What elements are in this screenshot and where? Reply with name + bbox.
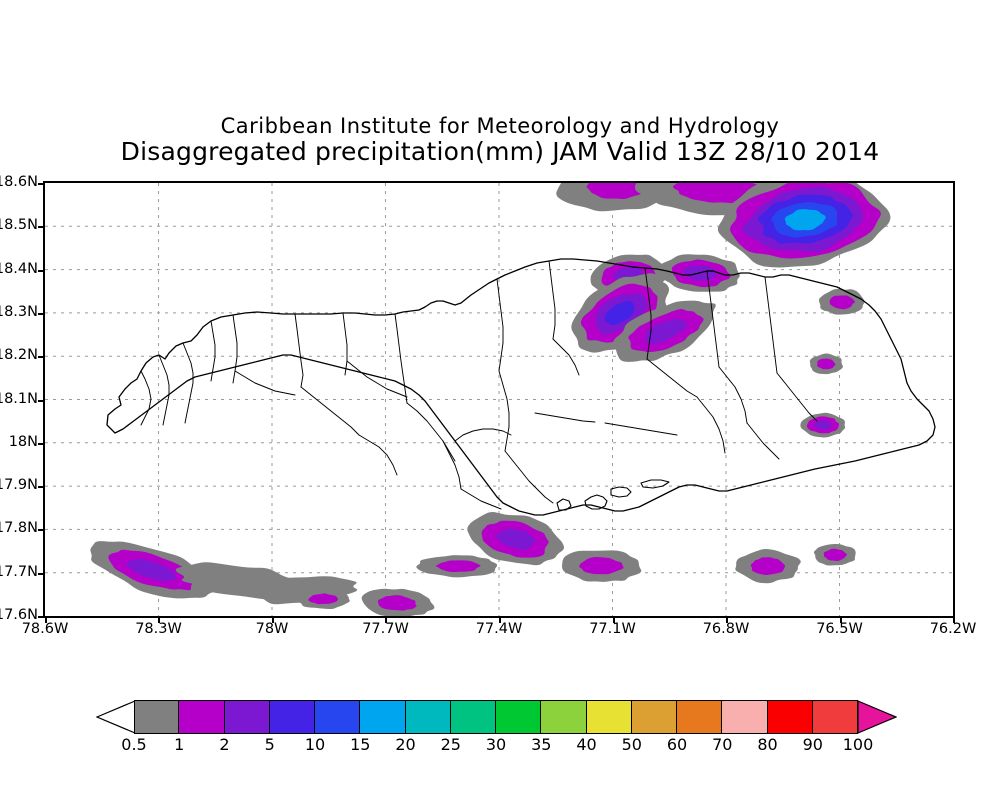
x-tick-mark <box>272 618 274 623</box>
colorbar-tick-label: 1 <box>174 735 185 754</box>
colorbar-cell[interactable] <box>360 700 406 734</box>
colorbar-cell[interactable] <box>450 700 496 734</box>
x-tick-mark <box>45 618 47 623</box>
x-tick-label: 76.5W <box>816 621 863 637</box>
y-tick-label: 17.6N <box>0 607 38 623</box>
y-tick-label: 18.4N <box>0 260 38 277</box>
colorbar-tick-label: 40 <box>576 735 597 754</box>
y-tick-label: 17.8N <box>0 520 38 537</box>
x-tick-mark <box>613 618 615 623</box>
colorbar-cell[interactable] <box>315 700 361 734</box>
x-tick-label: 77.4W <box>475 621 523 637</box>
x-tick-mark <box>499 618 501 623</box>
colorbar-cell[interactable] <box>179 700 225 734</box>
x-tick-label: 78.6W <box>21 621 69 637</box>
y-tick-label: 18.6N <box>0 174 38 190</box>
y-tick-mark <box>38 486 44 488</box>
colorbar-tick-label: 100 <box>842 735 874 754</box>
x-tick-mark <box>726 618 728 623</box>
colorbar-cell[interactable] <box>677 700 723 734</box>
y-tick-mark <box>38 270 44 272</box>
map-plot-area[interactable] <box>43 181 955 618</box>
colorbar-cell[interactable] <box>224 700 270 734</box>
colorbar-tick-label: 30 <box>485 735 507 754</box>
x-tick-label: 76.8W <box>702 621 750 637</box>
y-tick-label: 18.1N <box>0 390 38 407</box>
colorbar-tick-label: 60 <box>666 735 688 754</box>
colorbar-under-arrow-icon <box>96 700 136 734</box>
colorbar-tick-label: 2 <box>219 735 230 754</box>
colorbar-tick-label: 25 <box>440 735 461 754</box>
x-tick-mark <box>953 618 955 623</box>
x-tick-label: 78W <box>255 621 289 637</box>
colorbar-cell[interactable] <box>631 700 677 734</box>
figure-title-block: Caribbean Institute for Meteorology and … <box>0 114 1000 166</box>
colorbar-cell[interactable] <box>586 700 632 734</box>
x-tick-label: 77.7W <box>362 621 409 637</box>
colorbar-cell[interactable] <box>767 700 813 734</box>
colorbar-tick-label: 0.5 <box>121 735 147 754</box>
x-tick-label: 76.2W <box>929 621 977 637</box>
y-tick-mark <box>38 226 44 228</box>
y-tick-label: 18.3N <box>0 303 38 320</box>
y-tick-label: 17.9N <box>0 477 38 494</box>
x-tick-label: 77.1W <box>589 621 636 637</box>
colorbar-tick-label: 10 <box>304 735 326 754</box>
y-tick-mark <box>38 313 44 315</box>
colorbar-over-arrow-icon <box>857 700 897 734</box>
colorbar-tick-label: 80 <box>757 735 778 754</box>
y-tick-mark <box>38 183 44 185</box>
y-tick-mark <box>38 443 44 445</box>
colorbar-cell[interactable] <box>722 700 768 734</box>
map-svg <box>45 183 953 616</box>
y-tick-label: 18.2N <box>0 347 38 364</box>
colorbar-cell[interactable] <box>134 700 180 734</box>
x-tick-label: 78.3W <box>135 621 182 637</box>
x-tick-mark <box>385 618 387 623</box>
y-tick-mark <box>38 573 44 575</box>
y-tick-mark <box>38 529 44 531</box>
y-tick-label: 18N <box>8 433 38 450</box>
colorbar-cell[interactable] <box>405 700 451 734</box>
colorbar-tick-label: 70 <box>712 735 733 754</box>
colorbar-tick-label: 90 <box>802 735 823 754</box>
y-tick-label: 17.7N <box>0 563 38 580</box>
page-title: Disaggregated precipitation(mm) JAM Vali… <box>120 137 880 166</box>
x-tick-mark <box>158 618 160 623</box>
colorbar-swatches <box>134 700 858 734</box>
coastline-and-parish-boundaries <box>106 258 936 516</box>
colorbar-tick-label: 15 <box>350 735 371 754</box>
colorbar-cell[interactable] <box>496 700 542 734</box>
y-tick-mark <box>38 616 44 618</box>
x-tick-mark <box>840 618 842 623</box>
colorbar-tick-labels: 0.5 1 2 5 10 15 20 25 30 35 40 50 60 70 80 90 100 <box>96 734 896 758</box>
colorbar-cell[interactable] <box>812 700 858 734</box>
institute-title: Caribbean Institute for Meteorology and … <box>220 114 780 138</box>
precipitation-contours <box>90 183 891 616</box>
map-canvas <box>45 183 953 616</box>
y-tick-label: 18.5N <box>0 217 38 234</box>
y-tick-mark <box>38 400 44 402</box>
colorbar-tick-label: 20 <box>395 735 416 754</box>
colorbar-cell[interactable] <box>269 700 315 734</box>
colorbar-tick-label: 35 <box>531 735 552 754</box>
colorbar-tick-label: 5 <box>264 735 275 754</box>
y-tick-mark <box>38 356 44 358</box>
grid-lines <box>45 183 953 616</box>
colorbar-cell[interactable] <box>541 700 587 734</box>
colorbar[interactable]: 0.5 1 2 5 10 15 20 25 30 35 40 50 60 70 80 90 100 <box>96 700 897 754</box>
colorbar-tick-label: 50 <box>621 735 642 754</box>
